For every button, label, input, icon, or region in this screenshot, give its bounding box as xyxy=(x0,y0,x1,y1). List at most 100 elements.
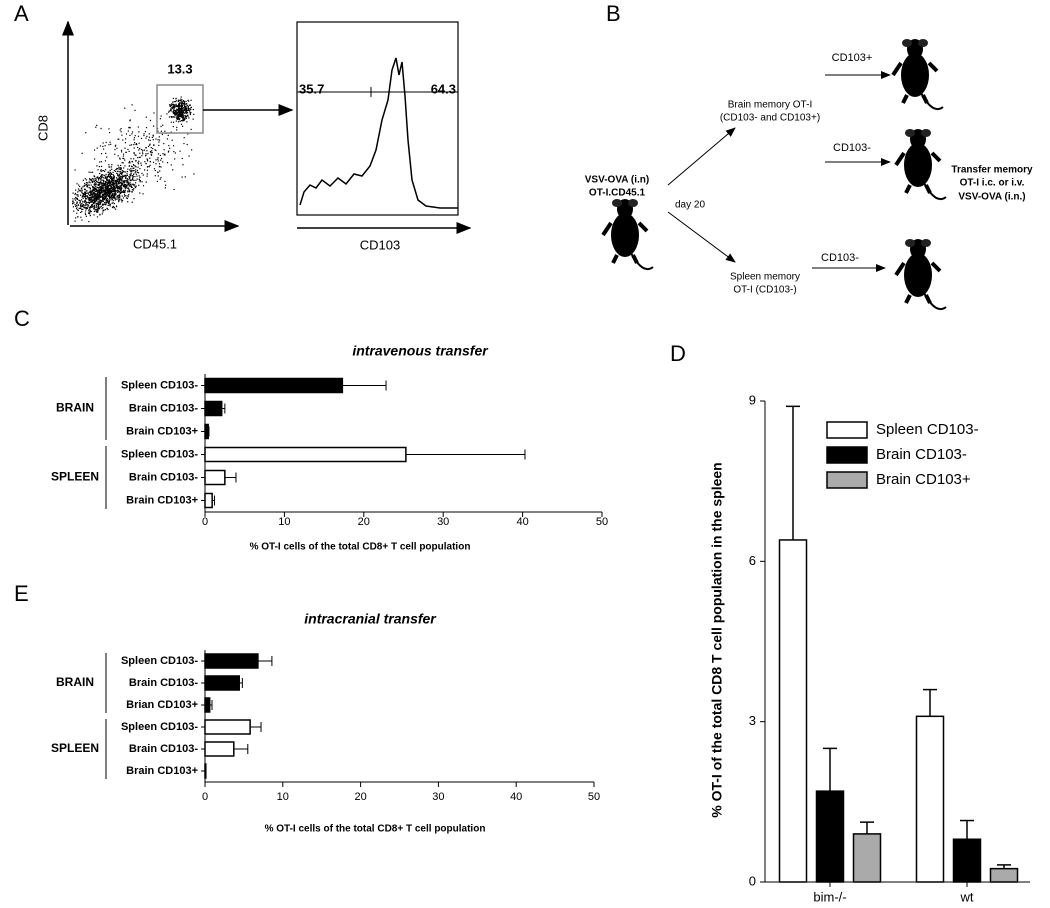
dot xyxy=(186,121,188,123)
label: VSV-OVA (i.n) xyxy=(585,175,649,186)
dot xyxy=(182,115,184,117)
dot xyxy=(142,193,144,195)
dot xyxy=(98,189,101,191)
dot xyxy=(181,115,184,117)
dot xyxy=(103,182,105,184)
dot xyxy=(140,137,143,140)
dot xyxy=(103,199,106,201)
dot xyxy=(190,128,192,131)
bar xyxy=(204,446,407,463)
dot xyxy=(91,185,94,188)
dot xyxy=(127,187,130,189)
dot xyxy=(102,145,104,147)
dot xyxy=(89,188,91,190)
dot xyxy=(129,119,131,121)
dot xyxy=(109,172,111,174)
dot xyxy=(182,116,185,118)
dot xyxy=(110,192,112,194)
dot xyxy=(86,198,88,200)
dot xyxy=(183,119,185,122)
dot xyxy=(121,179,123,182)
dot xyxy=(84,184,87,186)
dot xyxy=(108,179,111,181)
dot xyxy=(109,169,111,171)
dot xyxy=(90,193,92,195)
dot xyxy=(152,135,154,137)
dot xyxy=(100,196,103,198)
dot xyxy=(91,200,93,202)
dot xyxy=(157,139,159,141)
dot xyxy=(150,146,152,149)
dot xyxy=(175,105,177,107)
dot xyxy=(93,192,96,194)
dot xyxy=(100,175,102,178)
dot xyxy=(131,169,133,171)
dot xyxy=(115,184,118,186)
dot xyxy=(70,205,71,206)
dot xyxy=(119,178,121,180)
dot xyxy=(146,150,148,152)
dot xyxy=(164,184,167,186)
dot xyxy=(99,214,101,216)
dot xyxy=(83,191,86,193)
dot xyxy=(85,197,87,199)
dot xyxy=(99,177,102,179)
dot xyxy=(121,195,123,197)
dot xyxy=(166,113,168,115)
dot xyxy=(115,193,117,195)
dot xyxy=(137,146,139,149)
dot xyxy=(177,114,179,117)
dot xyxy=(176,115,178,117)
dot xyxy=(110,143,112,145)
dot xyxy=(96,196,98,199)
dot xyxy=(172,103,174,105)
dot xyxy=(187,105,189,107)
dot xyxy=(96,195,98,197)
dot xyxy=(186,104,188,107)
dot xyxy=(163,142,165,145)
dot xyxy=(129,184,131,186)
dot xyxy=(123,183,126,186)
dot xyxy=(95,197,97,199)
dot xyxy=(113,184,115,186)
dot xyxy=(133,198,135,200)
histogram xyxy=(299,57,458,209)
dot xyxy=(82,186,84,188)
dot xyxy=(96,190,99,192)
dot xyxy=(133,152,135,154)
dot xyxy=(146,166,149,168)
dot xyxy=(124,191,126,193)
dot xyxy=(97,184,99,186)
y-axis-label: % OT-I of the total CD8 T cell populatio… xyxy=(709,462,725,817)
dot xyxy=(112,177,114,179)
dot xyxy=(118,168,120,170)
dot xyxy=(102,211,104,213)
gate-value: 64.3 xyxy=(431,81,456,96)
dot xyxy=(110,185,112,187)
dot xyxy=(171,107,174,109)
dot xyxy=(187,107,189,109)
dot xyxy=(177,110,179,112)
dot xyxy=(183,100,185,103)
dot xyxy=(133,142,136,144)
dot xyxy=(135,159,137,162)
dot xyxy=(128,188,130,190)
dot xyxy=(128,189,130,191)
dot xyxy=(83,193,85,195)
dot xyxy=(97,177,99,179)
x-axis-label: % OT-I cells of the total CD8+ T cell po… xyxy=(250,542,471,553)
dot xyxy=(104,184,106,186)
dot xyxy=(154,149,156,151)
dot xyxy=(109,176,111,178)
dot xyxy=(106,179,108,181)
dot xyxy=(111,180,113,183)
dot xyxy=(173,109,175,111)
dot xyxy=(95,204,97,207)
dot xyxy=(139,152,141,154)
dot xyxy=(86,195,88,197)
dot xyxy=(98,196,100,198)
dot xyxy=(171,116,173,118)
dot xyxy=(87,202,89,204)
dot xyxy=(121,190,123,192)
dot xyxy=(134,109,136,112)
